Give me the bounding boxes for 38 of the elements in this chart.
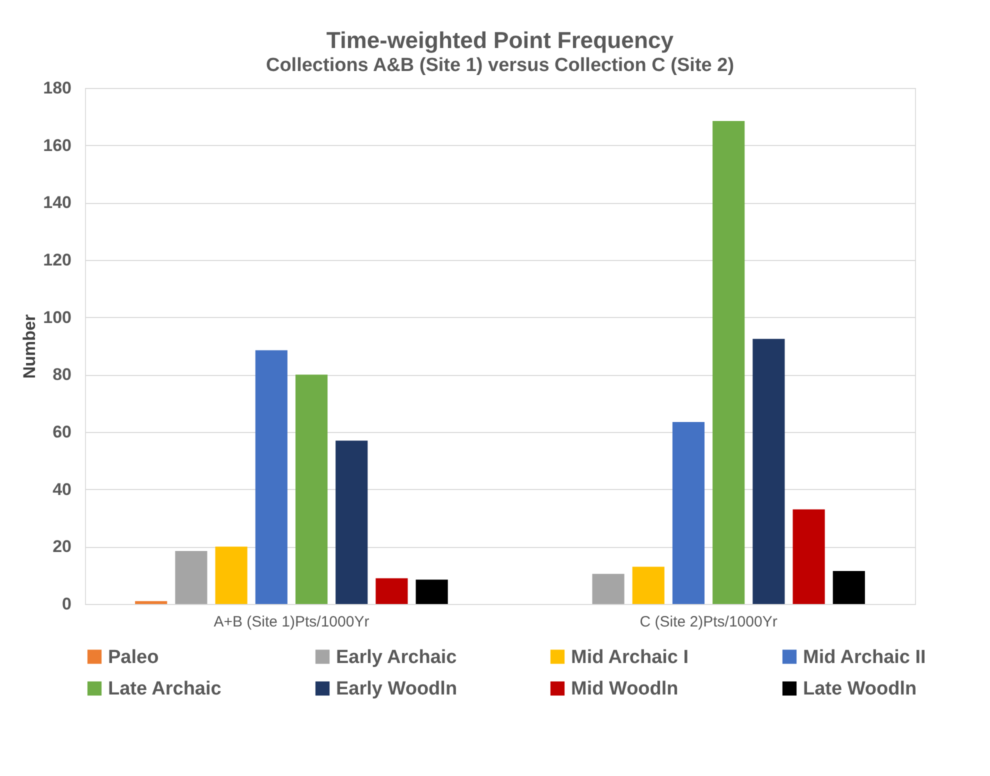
bar xyxy=(632,566,664,604)
y-tick-label: 60 xyxy=(52,422,72,442)
chart-subtitle: Collections A&B (Site 1) versus Collection C (Site 2) xyxy=(266,55,734,76)
bar xyxy=(295,374,328,604)
y-axis-title: Number xyxy=(20,314,40,379)
y-tick-label: 100 xyxy=(43,308,72,327)
legend-label: Early Woodln xyxy=(336,678,458,700)
bar xyxy=(175,550,208,604)
x-tick-label: C (Site 2)Pts/1000Yr xyxy=(640,614,778,630)
bar xyxy=(215,546,248,604)
y-tick-label: 0 xyxy=(62,594,72,614)
legend-label: Mid Archaic I xyxy=(571,646,689,668)
bar xyxy=(752,338,785,604)
bar xyxy=(592,574,624,604)
bar xyxy=(712,120,745,604)
bar xyxy=(376,578,408,604)
y-tick-label: 140 xyxy=(43,193,72,212)
bar xyxy=(416,580,448,604)
bar xyxy=(672,422,705,604)
bar xyxy=(255,350,288,604)
bar xyxy=(792,509,825,604)
chart-title: Time-weighted Point Frequency xyxy=(326,27,674,53)
bar xyxy=(135,601,168,604)
y-tick-label: 20 xyxy=(52,537,72,556)
y-tick-label: 180 xyxy=(43,78,72,98)
y-tick-label: 120 xyxy=(43,250,72,270)
y-tick-label: 80 xyxy=(52,365,72,384)
legend-label: Early Archaic xyxy=(336,646,458,668)
legend-label: Late Woodln xyxy=(803,678,917,700)
y-tick-label: 160 xyxy=(43,136,72,155)
bar xyxy=(336,440,368,604)
x-tick-label: A+B (Site 1)Pts/1000Yr xyxy=(214,614,370,630)
legend-label: Mid Archaic II xyxy=(803,646,926,668)
legend-label: Mid Woodln xyxy=(571,678,678,700)
y-tick-label: 40 xyxy=(52,480,72,499)
legend-label: Paleo xyxy=(108,646,159,668)
bar xyxy=(832,571,865,604)
legend-label: Late Archaic xyxy=(108,678,222,700)
